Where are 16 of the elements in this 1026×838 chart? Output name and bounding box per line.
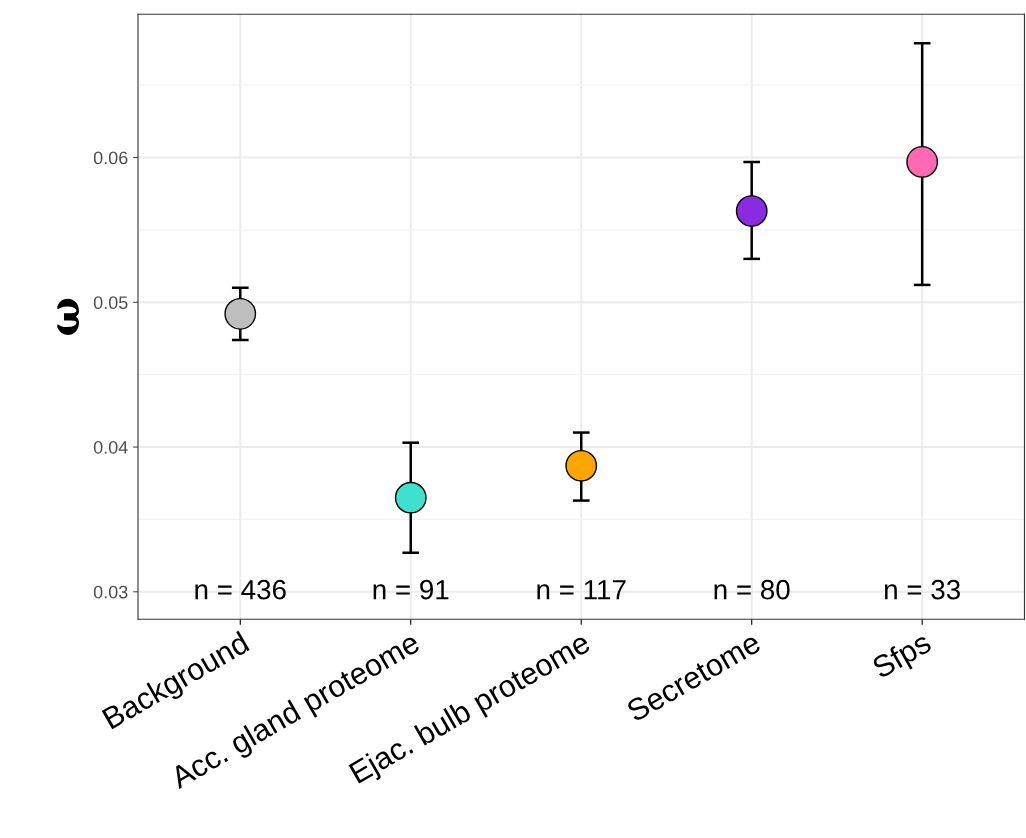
- annotation: n = 33: [885, 579, 960, 600]
- y-tick-label: 0.04: [93, 440, 128, 454]
- point: [565, 449, 598, 482]
- annotation: n = 80: [714, 579, 790, 600]
- annotation: n = 117: [537, 580, 626, 600]
- y-tick-label: 0.03: [93, 585, 128, 599]
- y-axis-title: ω: [57, 298, 79, 335]
- y-tick-label: 0.05: [93, 296, 128, 310]
- y-tick-label: 0.06: [93, 151, 128, 165]
- annotation: n = 436: [195, 579, 286, 600]
- point: [394, 481, 427, 514]
- annotation: n = 91: [373, 579, 449, 600]
- x-tick-label: Sfps: [870, 630, 936, 685]
- point: [224, 297, 257, 330]
- point: [906, 145, 939, 178]
- point: [735, 195, 768, 228]
